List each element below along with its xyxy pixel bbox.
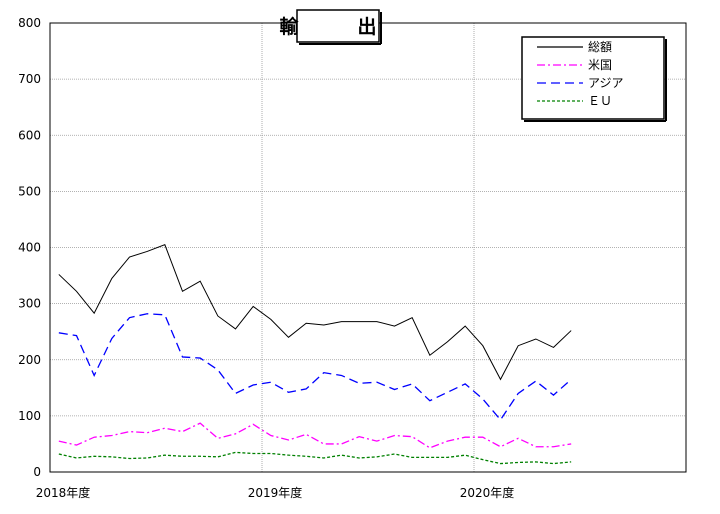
y-tick-label: 500: [18, 184, 41, 198]
y-tick-label: 400: [18, 241, 41, 255]
series-line-米国: [58, 422, 572, 449]
x-tick-label: 2019年度: [248, 485, 303, 500]
legend-label: アジア: [588, 76, 624, 90]
legend-label: 米国: [588, 58, 612, 72]
chart-title-text: 輸 出: [279, 15, 396, 38]
y-axis-ticks: 0 100 200 300 400 500 600 700 800: [18, 16, 41, 479]
x-tick-label: 2020年度: [460, 485, 515, 500]
legend-label: 総額: [588, 40, 612, 54]
x-axis-ticks: 2018年度 2019年度 2020年度: [36, 485, 515, 500]
y-tick-label: 700: [18, 72, 41, 86]
series-lines: [58, 244, 572, 465]
y-tick-label: 800: [18, 16, 41, 30]
y-tick-label: 600: [18, 128, 41, 142]
chart-title: 輸 出: [279, 9, 396, 45]
y-tick-label: 200: [18, 353, 41, 367]
series-line-ＥＵ: [58, 451, 572, 465]
legend-box: [521, 36, 665, 120]
grid-lines: [50, 23, 686, 472]
x-tick-label: 2018年度: [36, 485, 91, 500]
legend-label: ＥＵ: [588, 94, 612, 108]
y-tick-label: 0: [33, 465, 41, 479]
y-tick-label: 300: [18, 297, 41, 311]
series-line-総額: [58, 244, 572, 381]
series-line-アジア: [58, 313, 572, 421]
y-tick-label: 100: [18, 409, 41, 423]
